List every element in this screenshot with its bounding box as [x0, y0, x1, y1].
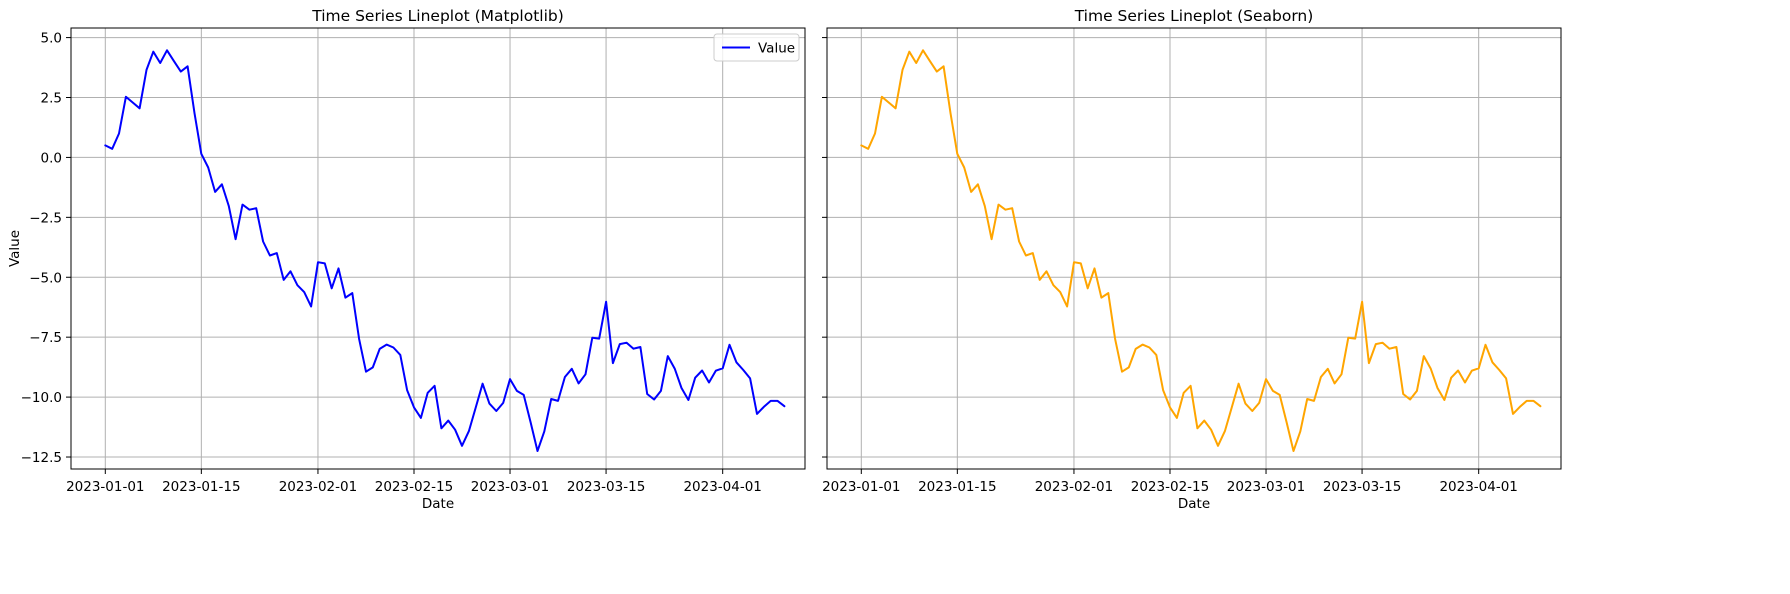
y-tick-label: −5.0: [29, 270, 62, 286]
x-tick-label: 2023-01-15: [162, 479, 240, 495]
x-tick-label: 2023-01-15: [918, 479, 996, 495]
x-tick-label: 2023-02-15: [1131, 479, 1209, 495]
x-tick-label: 2023-03-01: [471, 479, 549, 495]
x-tick-label: 2023-03-15: [567, 479, 645, 495]
y-tick-label: −2.5: [29, 210, 62, 226]
matplotlib-legend: Value: [714, 34, 799, 61]
x-tick-label: 2023-04-01: [683, 479, 761, 495]
seaborn-x-axis-label: Date: [1178, 496, 1210, 512]
seaborn-chart-title: Time Series Lineplot (Seaborn): [1074, 7, 1314, 25]
x-tick-label: 2023-02-01: [1035, 479, 1113, 495]
y-tick-label: 5.0: [41, 31, 62, 47]
y-tick-label: 2.5: [41, 91, 62, 107]
x-tick-label: 2023-03-01: [1227, 479, 1305, 495]
y-tick-label: −10.0: [21, 390, 62, 406]
seaborn-subplot: 2023-01-01 2023-01-15 2023-02-01 2023-02-15…: [822, 7, 1561, 512]
y-tick-label: −12.5: [21, 450, 62, 466]
matplotlib-subplot: 2023-01-01 2023-01-15 2023-02-01 2023-02-15…: [7, 7, 805, 512]
x-tick-label: 2023-02-15: [375, 479, 453, 495]
x-tick-label: 2023-02-01: [279, 479, 357, 495]
x-tick-label: 2023-04-01: [1439, 479, 1517, 495]
x-tick-label: 2023-03-15: [1323, 479, 1401, 495]
matplotlib-chart-title: Time Series Lineplot (Matplotlib): [311, 7, 564, 25]
matplotlib-ticks: 2023-01-01 2023-01-15 2023-02-01 2023-02-15…: [21, 31, 762, 495]
x-tick-label: 2023-01-01: [66, 479, 144, 495]
matplotlib-y-axis-label: Value: [7, 230, 23, 267]
y-tick-label: 0.0: [41, 150, 62, 166]
y-tick-label: −7.5: [29, 330, 62, 346]
legend-label-value: Value: [758, 41, 795, 57]
matplotlib-x-axis-label: Date: [422, 496, 454, 512]
x-tick-label: 2023-01-01: [822, 479, 900, 495]
seaborn-value-line: [861, 50, 1540, 451]
matplotlib-value-line: [105, 50, 784, 451]
